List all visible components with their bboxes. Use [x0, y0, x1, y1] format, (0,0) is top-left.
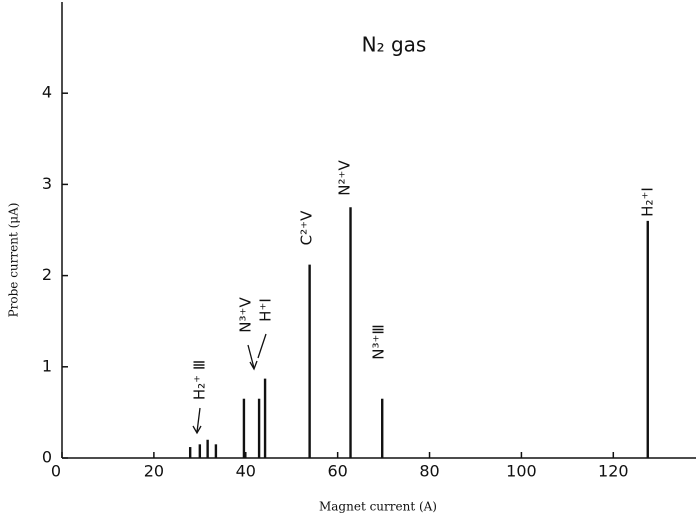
x-tick-label: 20: [144, 462, 164, 481]
x-axis-label: Magnet current (A): [319, 500, 437, 514]
annotation: N³⁺Ⅲ: [370, 324, 388, 360]
annotation: N²⁺Ⅴ: [336, 160, 354, 196]
x-tick-label: 120: [598, 462, 629, 481]
arrow-head: [249, 360, 258, 371]
y-tick-label: 0: [42, 448, 52, 467]
annotation: H⁺Ⅰ: [257, 298, 275, 322]
annotation: H₂⁺ Ⅲ: [191, 360, 209, 400]
arrows: [192, 333, 267, 435]
annotation: C²⁺Ⅴ: [298, 210, 316, 245]
annotation: N³⁺Ⅴ: [237, 297, 255, 333]
y-tick-label: 2: [42, 265, 52, 284]
x-tick-label: 0: [51, 462, 61, 481]
y-tick-label: 4: [42, 83, 52, 102]
x-tick-label: 80: [419, 462, 439, 481]
x-tick-label: 100: [506, 462, 537, 481]
arrow: [257, 333, 267, 359]
x-tick-label: 60: [327, 462, 347, 481]
chart-title: N₂ gas: [362, 33, 427, 57]
y-tick-label: 1: [42, 356, 52, 375]
arrow-head: [192, 425, 202, 435]
y-tick-label: 3: [42, 174, 52, 193]
arrow: [247, 344, 255, 369]
x-tick-label: 40: [236, 462, 256, 481]
y-axis-label: Probe current (μA): [7, 203, 21, 318]
arrow: [196, 407, 201, 433]
annotation: H₂⁺Ⅰ: [639, 187, 657, 217]
